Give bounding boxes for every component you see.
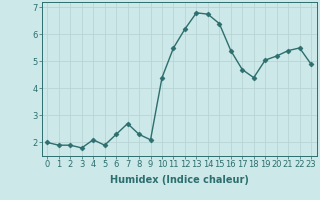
X-axis label: Humidex (Indice chaleur): Humidex (Indice chaleur) (110, 175, 249, 185)
